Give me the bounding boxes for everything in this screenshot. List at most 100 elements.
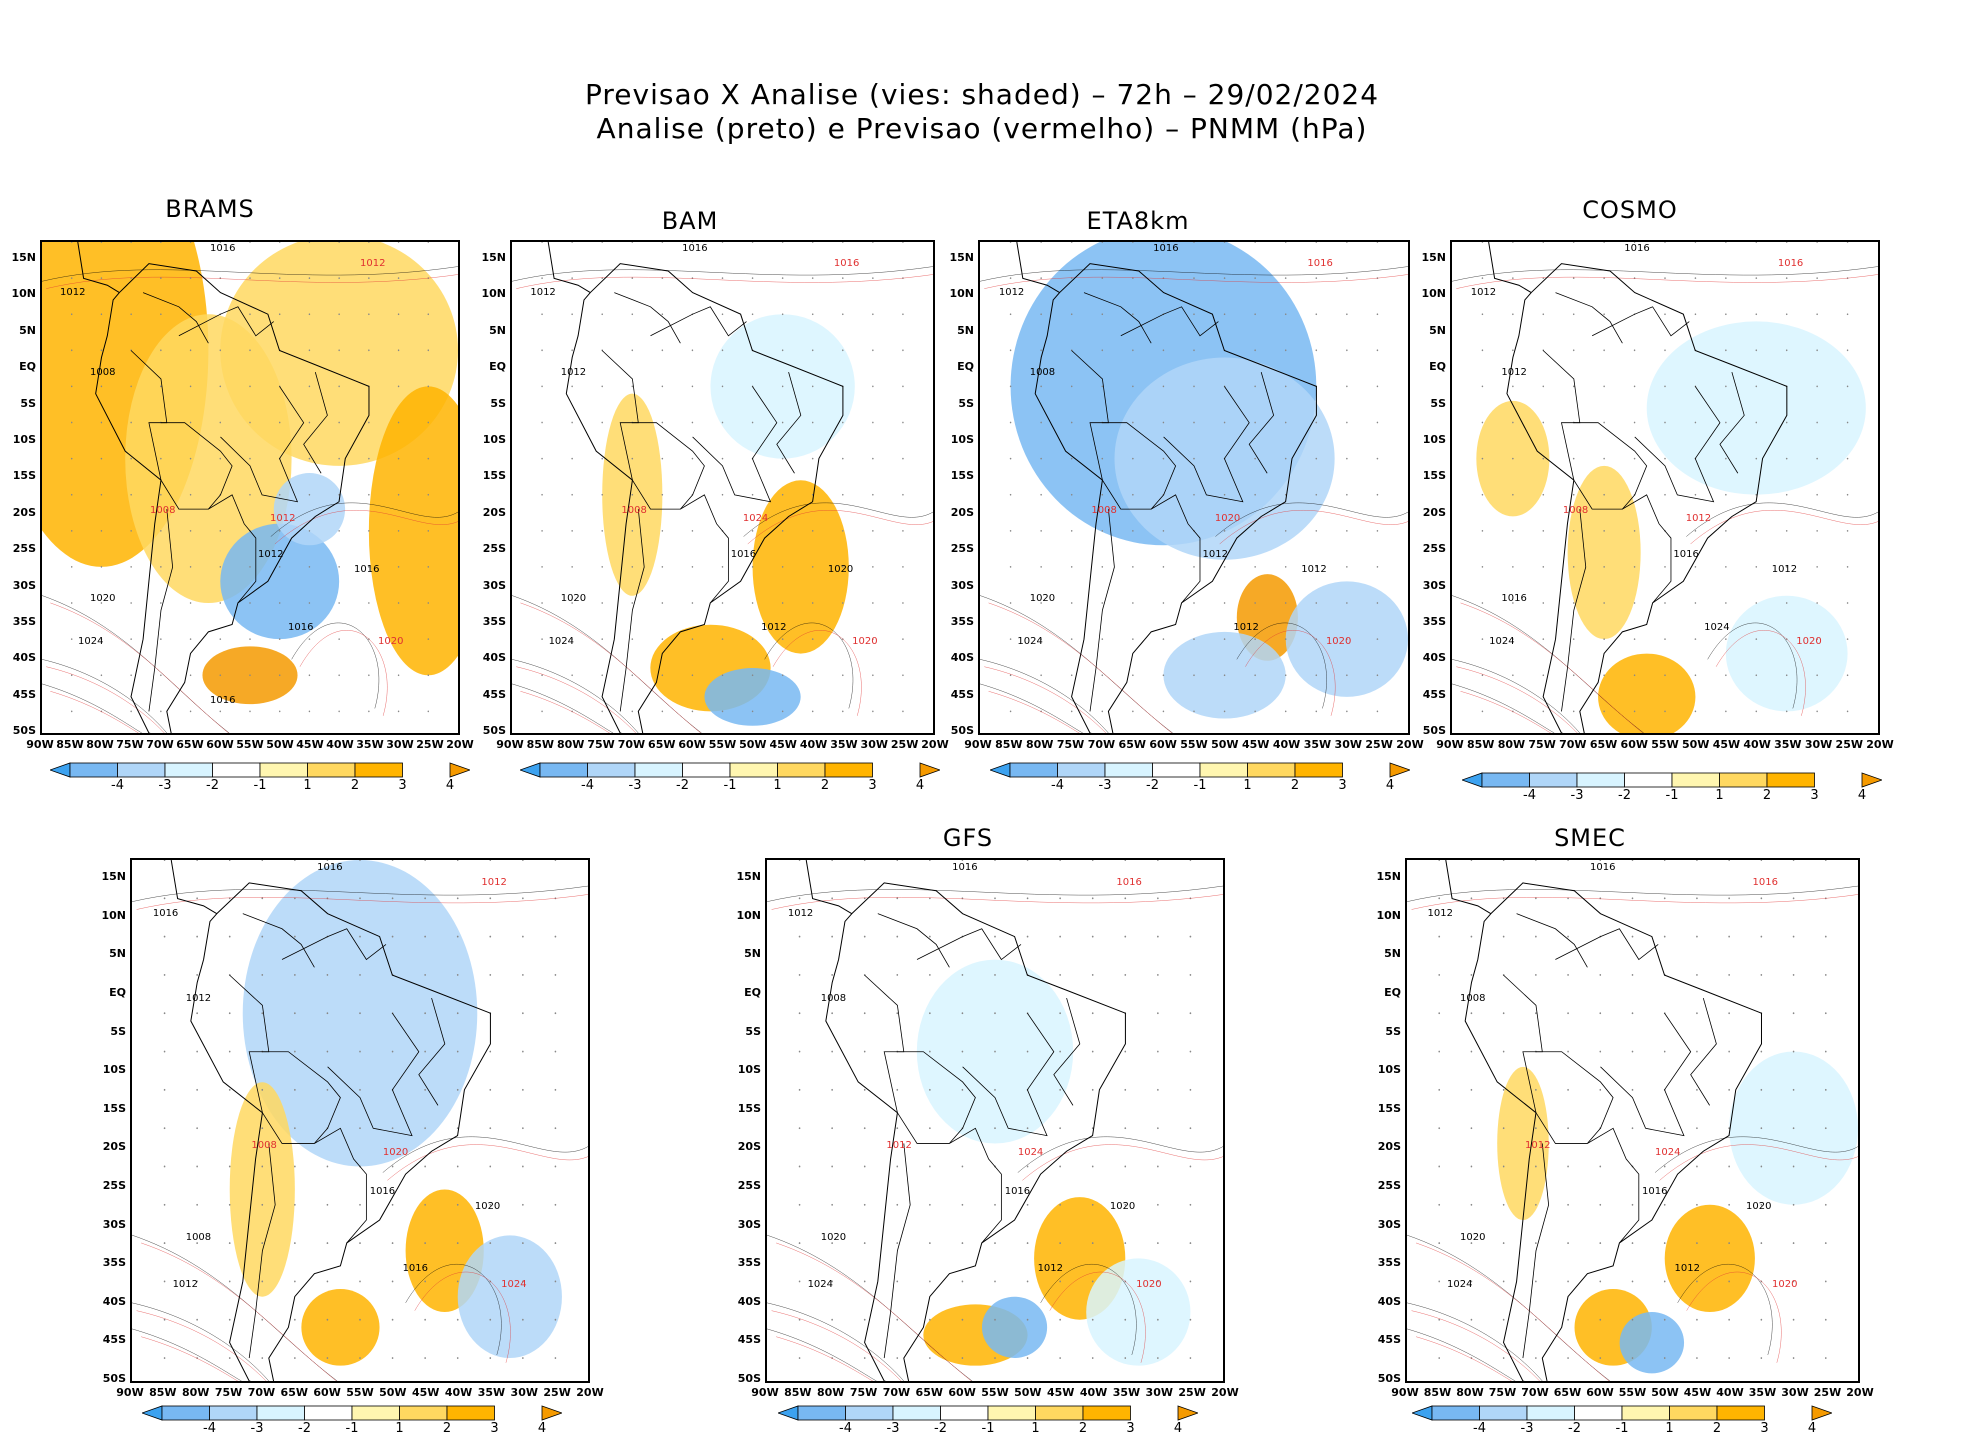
analysis-isobar <box>980 267 1408 282</box>
isobar-label: 1008 <box>1091 505 1117 517</box>
isobar-label: 1020 <box>378 636 404 648</box>
panel-title: BAM <box>661 207 719 235</box>
country-border <box>632 423 704 509</box>
forecast-isobar <box>772 1311 909 1381</box>
isobar-label: 1020 <box>1214 512 1241 524</box>
panel-title: ETA8km <box>1086 207 1190 235</box>
isobar-label: 1012 <box>1427 908 1453 920</box>
colorbar-tick-label: 3 <box>868 778 877 793</box>
coastline <box>1017 242 1317 733</box>
lat-tick-label: 45S <box>1377 1333 1401 1347</box>
country-border <box>602 351 638 481</box>
isobar-label: 1016 <box>1777 257 1804 269</box>
country-border <box>1536 1052 1613 1144</box>
lat-tick-label: 25S <box>1422 542 1446 556</box>
isobar-label: 1020 <box>474 1201 501 1213</box>
lon-tick-label: 60W <box>1620 738 1648 751</box>
coastline <box>548 242 843 733</box>
country-border <box>161 480 256 603</box>
analysis-isobar <box>980 684 1083 733</box>
lat-tick-label: 10N <box>1376 908 1401 922</box>
lon-tick-label: 45W <box>1241 738 1270 751</box>
isobar-label: 1024 <box>1017 636 1043 648</box>
lat-tick-label: 40S <box>1422 651 1446 665</box>
panel-title: SMEC <box>1554 824 1626 852</box>
colorbar-tick-label: 4 <box>1807 1421 1817 1436</box>
isobar-label: 1012 <box>1202 549 1228 560</box>
lat-tick-label: 5N <box>957 323 974 337</box>
lat-tick-label: 50S <box>12 724 36 738</box>
isobar-label: 1008 <box>820 992 847 1004</box>
colorbar-tick-label: 1 <box>1665 1421 1674 1436</box>
lon-tick-label: 35W <box>1112 1386 1141 1399</box>
isobar-label: 1012 <box>185 992 212 1004</box>
colorbar-swatch <box>307 762 356 778</box>
analysis-isobar <box>132 1303 269 1381</box>
lon-tick-label: 90W <box>496 738 524 751</box>
colorbar-swatch <box>940 1405 989 1421</box>
lon-tick-label: 45W <box>1046 1386 1075 1399</box>
forecast-isobar <box>141 1243 346 1381</box>
colorbar-tick-label: -2 <box>298 1421 311 1436</box>
lon-tick-label: 55W <box>346 1386 374 1399</box>
lon-tick-label: 20W <box>446 738 474 751</box>
lon-tick-label: 35W <box>830 738 858 751</box>
figure-title-line1: Previsao X Analise (vies: shaded) – 72h … <box>584 78 1380 111</box>
country-border <box>419 998 445 1105</box>
analysis-isobar <box>767 886 1223 902</box>
colorbar-swatch <box>256 1405 305 1421</box>
lon-tick-label: 85W <box>995 738 1023 751</box>
lat-tick-label: 5N <box>109 947 126 961</box>
colorbar-tick-label: 1 <box>1243 778 1252 793</box>
lon-tick-label: 55W <box>1180 738 1208 751</box>
forecast-isobar <box>1660 1145 1858 1181</box>
forecast-isobar <box>1022 1145 1223 1181</box>
lat-tick-label: 15N <box>11 251 36 264</box>
isobar-label: 1012 <box>360 257 386 269</box>
forecast-isobar <box>387 1145 588 1181</box>
colorbar-swatch <box>1481 772 1530 788</box>
lat-tick-label: 30S <box>1422 578 1446 592</box>
colorbar-swatch <box>1431 1405 1480 1421</box>
bias-colorbar <box>990 762 1410 778</box>
isobar-label: 1016 <box>152 908 179 920</box>
analysis-isobar <box>1041 1264 1137 1355</box>
analysis-isobar <box>383 1137 588 1173</box>
bias-colorbar <box>778 1405 1198 1421</box>
colorbar-tick-label: -4 <box>203 1421 216 1436</box>
isobar-label: 1024 <box>501 1278 527 1290</box>
isobar-label: 1012 <box>60 286 86 298</box>
lon-tick-label: 25W <box>1835 738 1863 751</box>
map-frame: 1016 1016 1012 1008 1012 1016 1020 1020 1024 1012… <box>765 858 1225 1383</box>
map-frame: 1016 1016 1012 1008 1008 1012 1012 1020 1024 1012… <box>978 240 1410 735</box>
colorbar-swatch <box>1529 772 1578 788</box>
lon-tick-label: 55W <box>1651 738 1679 751</box>
map-canvas <box>132 860 588 1381</box>
lon-tick-label: 55W <box>981 1386 1009 1399</box>
isobar-label: 1012 <box>1674 1263 1700 1275</box>
bias-colorbar <box>142 1405 562 1421</box>
analysis-isobar <box>132 886 588 902</box>
country-border <box>161 423 232 509</box>
colorbar-tick-label: 4 <box>1385 778 1395 793</box>
lon-tick-label: 75W <box>214 1386 243 1399</box>
colorbar-swatch <box>778 1405 799 1421</box>
lat-tick-label: 50S <box>102 1371 126 1385</box>
lat-tick-label: 25S <box>12 542 36 556</box>
country-border <box>1561 509 1585 711</box>
isobar-label: 1012 <box>1037 1263 1064 1275</box>
lat-tick-label: 5N <box>1384 947 1401 961</box>
lon-tick-label: 75W <box>587 738 615 751</box>
lat-tick-label: 10N <box>481 287 506 301</box>
map-canvas <box>512 242 933 733</box>
lon-tick-label: 25W <box>416 738 444 751</box>
analysis-isobar <box>1018 1137 1223 1173</box>
isobar-label: 1020 <box>1772 1278 1798 1290</box>
lat-tick-label: 15N <box>1376 870 1401 884</box>
map-canvas <box>767 860 1223 1381</box>
lon-tick-label: 80W <box>556 738 585 751</box>
forecast-isobar <box>1456 274 1878 289</box>
isobar-label: 1012 <box>530 286 556 298</box>
colorbar-tick-label: -1 <box>345 1421 359 1436</box>
lon-tick-label: 20W <box>1211 1386 1239 1399</box>
